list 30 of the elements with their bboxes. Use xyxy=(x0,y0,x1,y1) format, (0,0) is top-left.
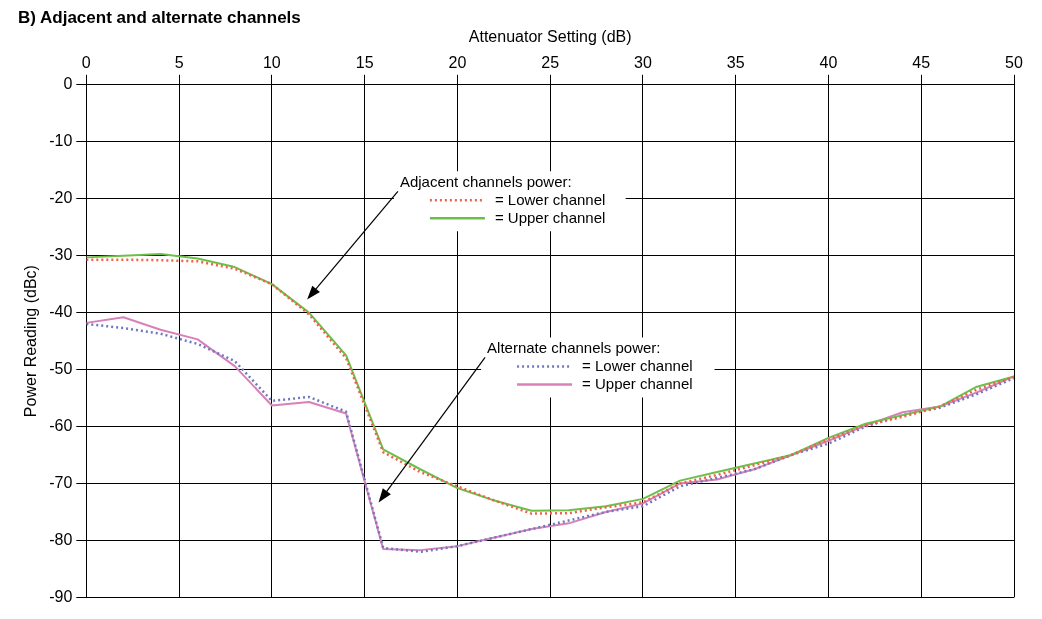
y-tick-label: -30 xyxy=(49,246,73,264)
x-tick-label: 20 xyxy=(448,53,467,71)
y-tick-label: 0 xyxy=(63,75,73,93)
y-tick-label: -50 xyxy=(49,359,73,377)
x-tick-label: 25 xyxy=(541,53,560,71)
x-tick-label: 35 xyxy=(726,53,745,71)
x-tick-label: 10 xyxy=(262,53,281,71)
y-tick-label: -70 xyxy=(49,473,73,491)
annotation: Adjacent channels power: xyxy=(399,173,572,191)
x-tick-label: 50 xyxy=(1005,53,1023,71)
y-axis-title: Power Reading (dBc) xyxy=(22,265,40,418)
legend-label: = Lower channel xyxy=(494,191,606,209)
y-tick-label: -90 xyxy=(49,587,73,605)
chart-title: B) Adjacent and alternate channels xyxy=(18,7,301,27)
y-tick-label: -40 xyxy=(49,303,73,321)
y-tick-label: -60 xyxy=(49,416,73,434)
annotation: Alternate channels power: xyxy=(487,339,661,357)
y-tick-label: -80 xyxy=(49,530,73,548)
x-tick-label: 45 xyxy=(912,53,931,71)
legend-label: = Upper channel xyxy=(582,375,693,393)
legend-label: = Lower channel xyxy=(582,357,693,375)
y-tick-label: -10 xyxy=(49,132,73,150)
x-tick-label: 0 xyxy=(81,53,91,71)
x-tick-label: 30 xyxy=(634,53,652,71)
x-tick-label: 5 xyxy=(174,53,184,71)
y-tick-label: -20 xyxy=(49,189,73,207)
x-tick-label: 40 xyxy=(819,53,838,71)
legend-label: = Upper channel xyxy=(494,209,606,227)
x-axis-title: Attenuator Setting (dB) xyxy=(468,28,632,46)
x-tick-label: 15 xyxy=(355,53,374,71)
